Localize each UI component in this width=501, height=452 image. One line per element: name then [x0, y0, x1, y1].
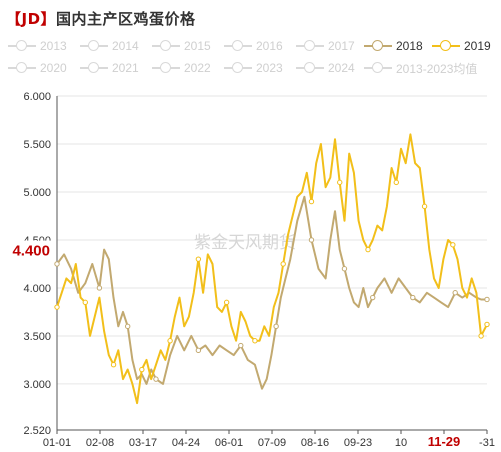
data-point [393, 179, 399, 186]
x-tick-label: 07-09 [258, 437, 286, 449]
y-tick-label: 2.520 [23, 425, 51, 437]
legend-label: 2019 [464, 39, 491, 53]
legend-item-2023[interactable]: 2023 [224, 60, 283, 76]
legend-label: 2013 [40, 39, 67, 53]
y-tick-label: 5.500 [23, 139, 51, 151]
legend-marker-icon [432, 40, 460, 52]
data-point [96, 285, 103, 291]
legend-item-2024[interactable]: 2024 [296, 60, 355, 76]
legend-label: 2023 [256, 61, 283, 75]
y-marker-background [4, 240, 52, 259]
legend-label: 2015 [184, 39, 211, 53]
x-tick-label: 10 [395, 437, 407, 449]
legend-label: 2014 [112, 39, 139, 53]
legend-item-2016[interactable]: 2016 [224, 38, 283, 54]
legend-marker-icon [296, 62, 324, 74]
series-line-2018 [56, 195, 487, 390]
data-point [478, 333, 484, 339]
data-point [124, 323, 131, 330]
data-point [452, 290, 458, 296]
y-tick-label: 3.000 [23, 379, 51, 391]
legend-label: 2020 [40, 61, 67, 75]
data-point [54, 304, 60, 310]
data-point [484, 321, 490, 328]
x-tick-label: -31 [479, 437, 495, 449]
series-line-2019 [56, 133, 488, 405]
data-point [82, 299, 88, 306]
data-point [308, 237, 315, 243]
data-point [139, 366, 145, 373]
data-point [238, 342, 244, 349]
legend-marker-icon [8, 62, 36, 74]
legend-item-2021[interactable]: 2021 [80, 60, 139, 76]
legend-label: 2021 [112, 61, 139, 75]
x-tick-label: 09-23 [344, 437, 372, 449]
data-point [167, 338, 173, 344]
x-tick-label: 02-08 [86, 437, 114, 449]
data-point [252, 338, 258, 344]
legend-item-2013-2023均值[interactable]: 2013-2023均值 [364, 60, 477, 76]
x-tick-label: 03-17 [129, 437, 157, 449]
x-tick-label-current: 11-29 [428, 434, 461, 449]
legend-label: 2013-2023均值 [396, 61, 478, 76]
x-tick-label: 04-24 [172, 437, 200, 449]
legend-marker-icon [364, 62, 392, 74]
x-tick-label: 06-01 [215, 437, 243, 449]
legend-marker-icon [224, 62, 252, 74]
legend-label: 2016 [256, 39, 283, 53]
y-marker-label: 4.400 [12, 243, 50, 260]
data-point [273, 323, 279, 330]
y-tick-label: 5.000 [23, 187, 51, 199]
legend-label: 2018 [396, 39, 423, 53]
data-point [337, 179, 343, 186]
data-point [450, 242, 456, 248]
legend-item-2017[interactable]: 2017 [296, 38, 355, 54]
x-tick-label: 08-16 [301, 437, 329, 449]
data-point [110, 362, 117, 368]
data-point [195, 256, 202, 262]
legend-item-2019[interactable]: 2019 [432, 38, 491, 54]
legend-marker-icon [80, 62, 108, 74]
x-tick-label: 01-01 [43, 437, 71, 449]
legend-marker-icon [152, 62, 180, 74]
legend-item-2014[interactable]: 2014 [80, 38, 139, 54]
watermark: 紫金天风期货 [194, 233, 296, 253]
legend-item-2018[interactable]: 2018 [364, 38, 423, 54]
data-point [223, 299, 230, 306]
legend-label: 2022 [184, 61, 211, 75]
data-point [280, 261, 286, 267]
data-point [195, 347, 202, 354]
legend-marker-icon [152, 40, 180, 52]
legend-item-2020[interactable]: 2020 [8, 60, 67, 76]
chart-title: 【JD】国内主产区鸡蛋价格 [6, 8, 196, 29]
legend-item-2013[interactable]: 2013 [8, 38, 67, 54]
y-tick-label: 3.500 [23, 331, 51, 343]
legend-marker-icon [224, 40, 252, 52]
y-tick-label: 6.000 [23, 91, 51, 103]
data-point [370, 294, 376, 301]
data-point [365, 246, 371, 253]
data-point [410, 294, 416, 301]
legend-item-2015[interactable]: 2015 [152, 38, 211, 54]
data-point [421, 203, 428, 210]
data-point [54, 261, 60, 267]
legend-item-2022[interactable]: 2022 [152, 60, 211, 76]
legend-label: 2017 [328, 39, 355, 53]
data-point [341, 266, 348, 272]
legend-marker-icon [80, 40, 108, 52]
legend-label: 2024 [328, 61, 355, 75]
legend-marker-icon [8, 40, 36, 52]
y-tick-label: 4.000 [23, 283, 51, 295]
data-point [153, 376, 159, 382]
data-point [484, 296, 490, 303]
data-point [308, 198, 315, 205]
legend-marker-icon [364, 40, 392, 52]
title-text: 国内主产区鸡蛋价格 [56, 10, 196, 28]
legend-marker-icon [296, 40, 324, 52]
title-bracket-code: 【JD】 [6, 10, 57, 28]
